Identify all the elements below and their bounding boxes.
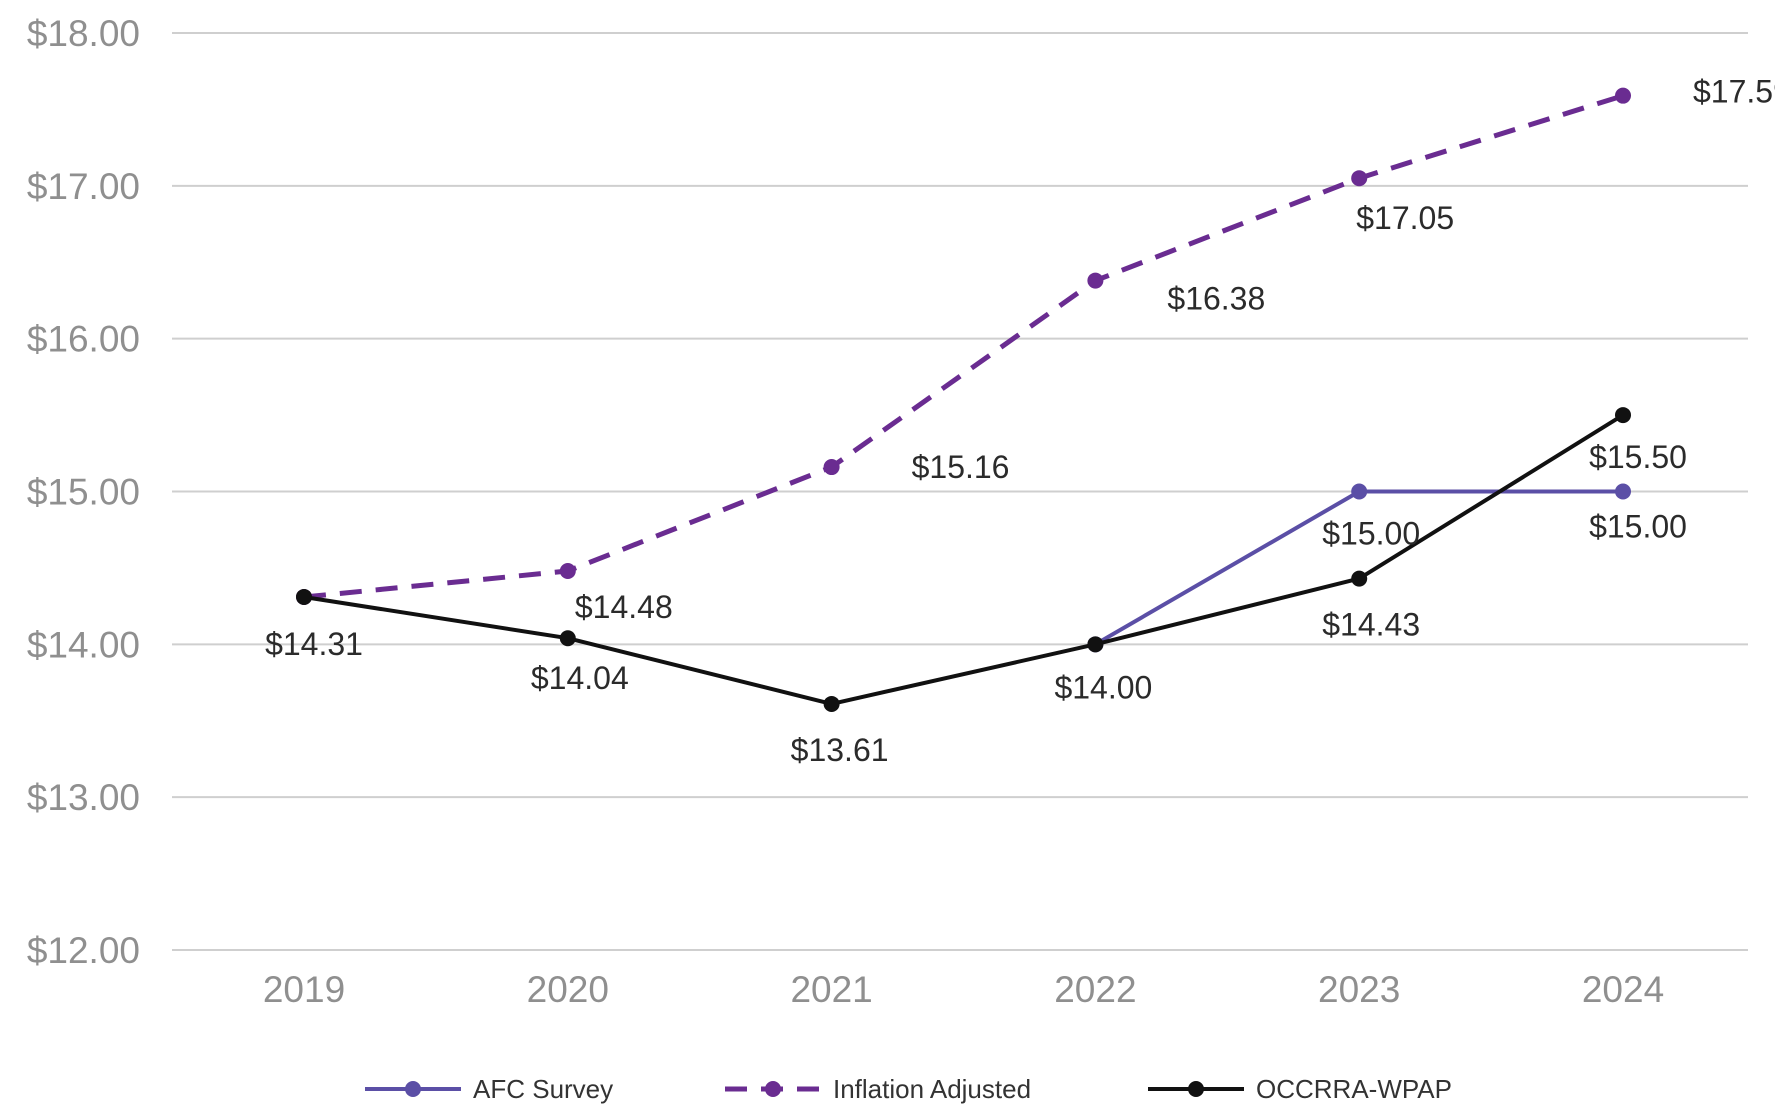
legend-swatch-marker (1188, 1081, 1204, 1097)
x-tick-label: 2019 (263, 969, 345, 1010)
occrra-wpap-data-label: $14.00 (1054, 669, 1152, 705)
inflation-adjusted-data-label: $16.38 (1167, 281, 1265, 317)
data-labels: $15.00 $15.00 $14.48 $15.16 $16.38 $17.05 $17.… (265, 74, 1775, 768)
x-axis-tick-labels: 2019 2020 2021 2022 2023 2024 (263, 969, 1664, 1010)
y-tick-label: $16.00 (27, 319, 140, 360)
x-tick-label: 2024 (1582, 969, 1664, 1010)
series-lines (296, 87, 1631, 712)
x-tick-label: 2022 (1054, 969, 1136, 1010)
legend-label: OCCRRA-WPAP (1256, 1074, 1452, 1104)
inflation-adjusted-point (1351, 170, 1368, 187)
occrra-wpap-data-label: $14.43 (1322, 607, 1420, 643)
legend-swatch-marker (405, 1081, 421, 1097)
occrra-wpap-data-label: $14.04 (531, 660, 629, 696)
inflation-adjusted-point (823, 459, 840, 476)
legend: AFC Survey Inflation Adjusted OCCRRA-WPAP (365, 1074, 1452, 1104)
x-tick-label: 2021 (790, 969, 872, 1010)
y-tick-label: $17.00 (27, 166, 140, 207)
legend-item-occrra-wpap: OCCRRA-WPAP (1148, 1074, 1452, 1104)
x-tick-label: 2020 (527, 969, 609, 1010)
legend-item-afc-survey: AFC Survey (365, 1074, 613, 1104)
occrra-wpap-point (559, 630, 576, 647)
inflation-adjusted-data-label: $15.16 (912, 449, 1010, 485)
grid-lines (172, 32, 1748, 951)
inflation-adjusted-data-label: $14.48 (575, 589, 673, 625)
occrra-wpap-point (296, 588, 312, 605)
occrra-wpap-line (303, 413, 1625, 706)
occrra-wpap-data-label: $15.50 (1589, 439, 1687, 475)
inflation-adjusted-point (1087, 272, 1104, 289)
inflation-adjusted-data-label: $17.05 (1356, 200, 1454, 236)
y-tick-label: $15.00 (27, 472, 140, 513)
legend-item-inflation-adjusted: Inflation Adjusted (725, 1074, 1031, 1104)
y-tick-label: $12.00 (27, 930, 140, 971)
occrra-wpap-data-label: $14.31 (265, 626, 363, 662)
occrra-wpap-point (1615, 407, 1631, 424)
legend-label: Inflation Adjusted (833, 1074, 1031, 1104)
afc-survey-data-label: $15.00 (1322, 516, 1420, 552)
occrra-wpap-data-label: $13.61 (791, 732, 889, 768)
inflation-adjusted-line (303, 93, 1624, 600)
legend-label: AFC Survey (473, 1074, 613, 1104)
inflation-adjusted-data-label: $17.59 (1693, 74, 1775, 110)
occrra-wpap-point (823, 695, 840, 712)
inflation-adjusted-point (559, 562, 576, 579)
y-tick-label: $14.00 (27, 624, 140, 665)
y-tick-label: $18.00 (27, 13, 140, 54)
y-tick-label: $13.00 (27, 777, 140, 818)
x-tick-label: 2023 (1318, 969, 1400, 1010)
inflation-adjusted-point (1615, 87, 1631, 104)
afc-survey-point (1615, 483, 1631, 500)
y-axis-tick-labels: $18.00 $17.00 $16.00 $15.00 $14.00 $13.00 $12.… (27, 13, 140, 971)
occrra-wpap-point (1087, 636, 1104, 653)
afc-survey-point (1351, 483, 1368, 500)
afc-survey-data-label: $15.00 (1589, 509, 1687, 545)
occrra-wpap-point (1351, 570, 1368, 587)
legend-swatch-marker (765, 1081, 781, 1097)
